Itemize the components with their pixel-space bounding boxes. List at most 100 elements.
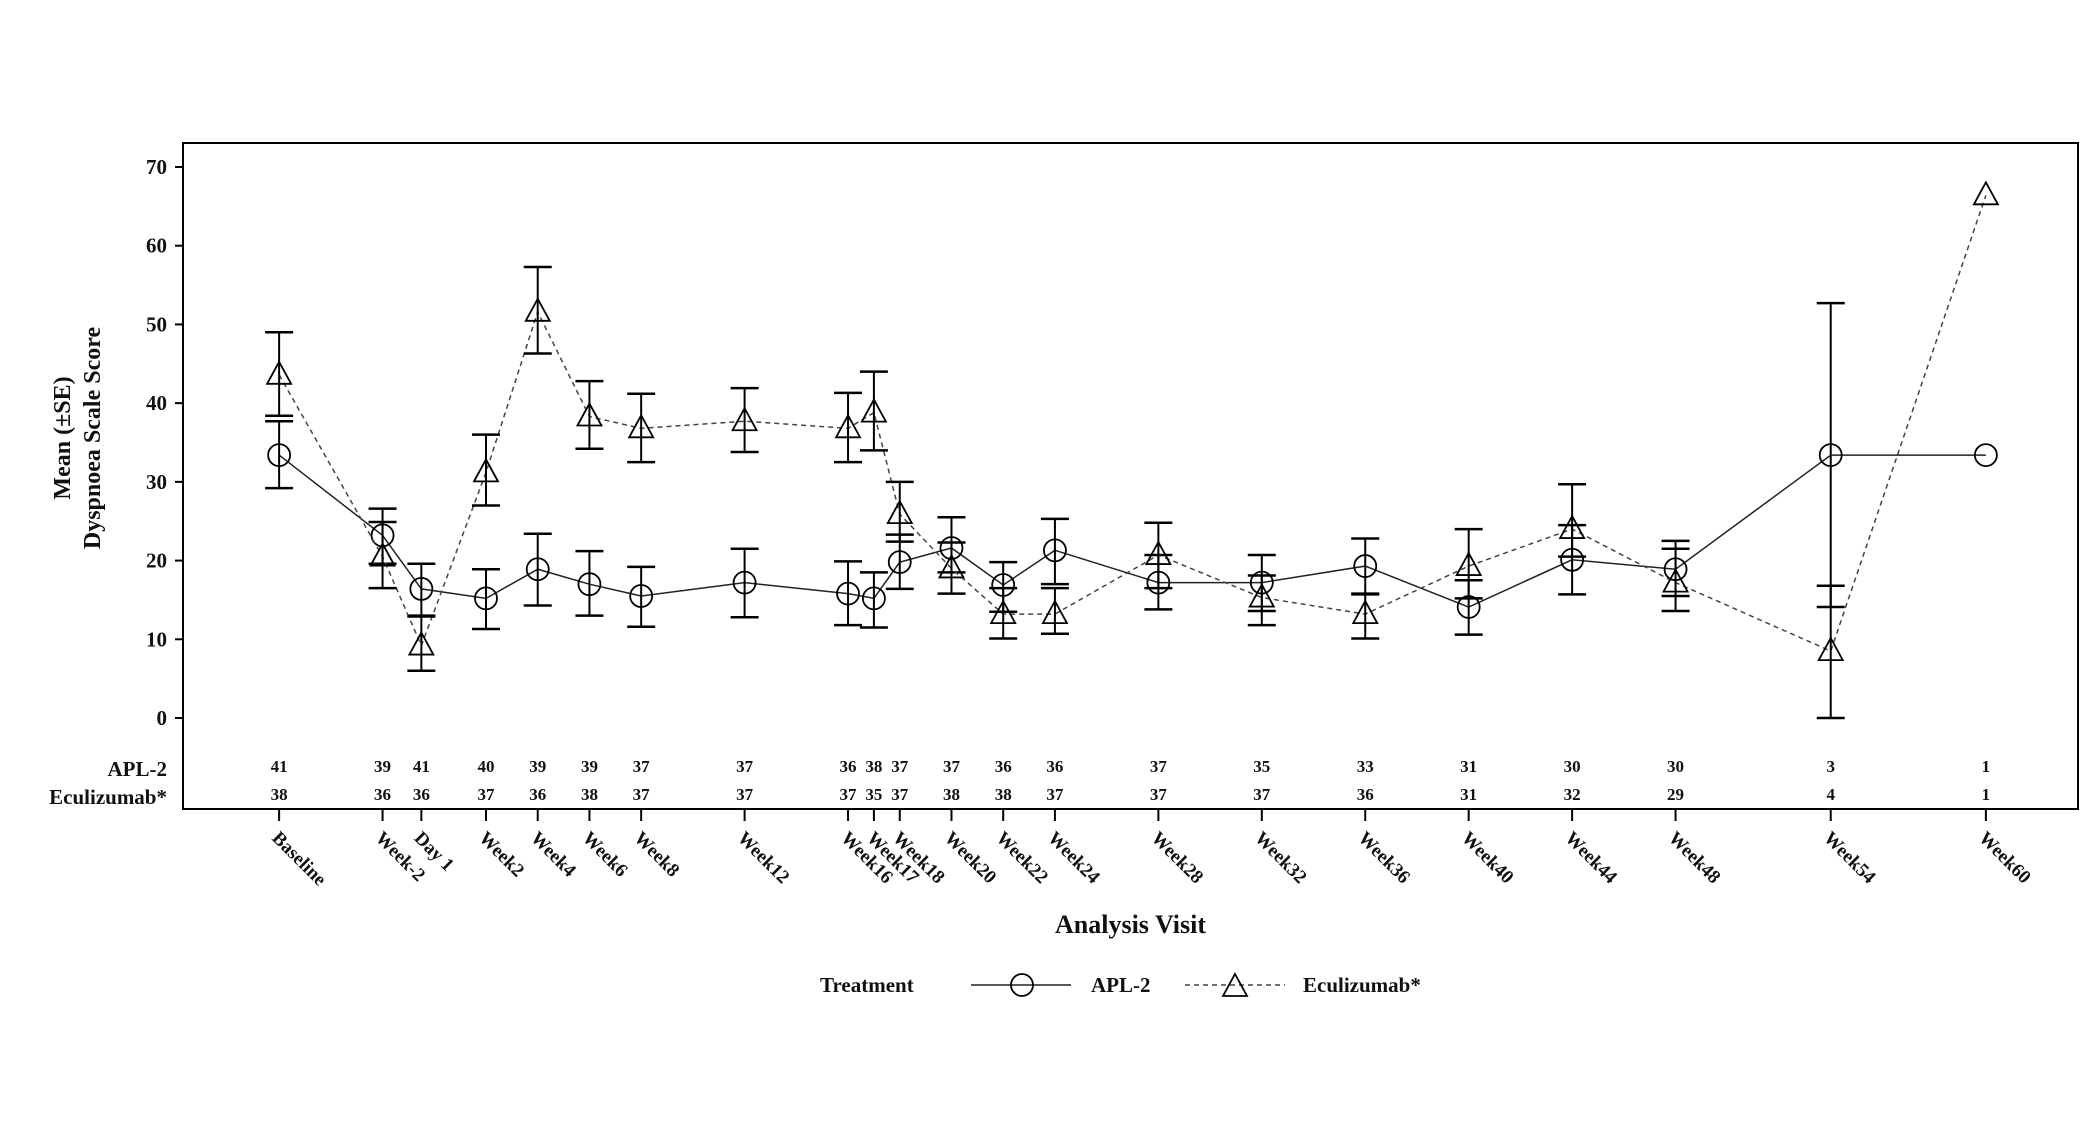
x-tick-label: Week28 (1147, 828, 1207, 888)
legend-label-eculizumab: Eculizumab* (1303, 973, 1421, 997)
count-value: 36 (529, 785, 546, 804)
count-value: 37 (1150, 757, 1168, 776)
data-point (1144, 540, 1172, 565)
count-value: 3 (1826, 757, 1835, 776)
data-point (862, 586, 886, 611)
data-point (836, 581, 860, 606)
count-row-label: APL-2 (108, 757, 168, 781)
count-value: 40 (478, 757, 495, 776)
x-tick-label: Week20 (940, 828, 1000, 888)
data-point (1351, 599, 1379, 624)
data-point (937, 553, 965, 579)
x-tick-label: Week12 (733, 828, 793, 888)
count-value: 36 (840, 757, 857, 776)
data-point (1818, 443, 1843, 467)
data-point (407, 630, 435, 656)
y-axis-title-line: Dyspnoea Scale Score (80, 327, 106, 550)
data-point (1353, 554, 1378, 578)
data-point (525, 557, 550, 582)
x-tick-label: Week24 (1043, 828, 1104, 889)
count-row-label: Eculizumab* (49, 785, 167, 809)
y-tick-label: 70 (146, 155, 167, 179)
count-value: 38 (943, 785, 960, 804)
count-value: 38 (271, 785, 288, 804)
data-point (1043, 538, 1067, 563)
count-value: 37 (1150, 785, 1168, 804)
count-value: 41 (413, 757, 430, 776)
data-point (265, 359, 293, 385)
series-line (278, 454, 1986, 608)
count-value: 38 (995, 785, 1012, 804)
data-point (577, 572, 602, 597)
count-value: 4 (1826, 785, 1835, 804)
count-value: 1 (1982, 785, 1991, 804)
y-tick-label: 0 (157, 706, 168, 730)
count-value: 38 (865, 757, 882, 776)
data-point (1455, 551, 1483, 576)
count-value: 35 (865, 785, 882, 804)
count-value: 36 (1357, 785, 1374, 804)
count-value: 39 (581, 757, 598, 776)
series-line (278, 195, 1987, 653)
y-axis-title: Mean (±SE) Dyspnoea Scale Score (50, 327, 106, 550)
count-value: 35 (1253, 757, 1270, 776)
data-point (267, 443, 292, 467)
count-value: 33 (1357, 757, 1374, 776)
x-tick-label: Week6 (578, 828, 632, 882)
x-tick-label: Week36 (1354, 828, 1414, 888)
count-value: 36 (1046, 757, 1063, 776)
count-value: 1 (1982, 757, 1991, 776)
data-point (834, 413, 862, 439)
data-point (627, 413, 655, 439)
count-value: 37 (478, 785, 496, 804)
data-point (629, 584, 654, 608)
count-value: 36 (995, 757, 1012, 776)
data-point (731, 406, 759, 432)
y-axis-title-line: Mean (±SE) (50, 376, 76, 499)
y-tick-label: 30 (146, 470, 167, 494)
x-tick-label: Week2 (474, 828, 528, 882)
data-point (369, 541, 397, 567)
series-apl-2 (265, 301, 1998, 636)
data-point (989, 599, 1017, 624)
data-point (1973, 443, 1998, 467)
data-point (1248, 582, 1276, 608)
data-point (409, 577, 434, 601)
x-tick-label: Week4 (526, 828, 580, 882)
data-point (474, 586, 498, 611)
legend-label-apl-2: APL-2 (1091, 973, 1151, 997)
count-value: 37 (891, 785, 909, 804)
x-tick-label: Baseline (268, 828, 331, 891)
count-value: 30 (1564, 757, 1581, 776)
data-point (1662, 567, 1690, 593)
count-value: 37 (1046, 785, 1064, 804)
x-axis-title: Analysis Visit (1055, 910, 1206, 939)
count-value: 37 (736, 757, 754, 776)
data-point (1041, 599, 1069, 624)
data-point (472, 457, 500, 483)
count-value: 32 (1564, 785, 1581, 804)
count-value: 36 (374, 785, 391, 804)
x-tick-label: Week22 (992, 828, 1052, 888)
x-tick-label: Week8 (630, 828, 684, 882)
legend-triangle-icon (1221, 972, 1249, 997)
count-value: 41 (271, 757, 288, 776)
data-point (887, 550, 912, 575)
data-point (575, 401, 603, 427)
count-value: 29 (1667, 785, 1684, 804)
count-value: 36 (413, 785, 430, 804)
count-value: 37 (633, 785, 651, 804)
count-value: 37 (891, 757, 909, 776)
data-point (732, 570, 757, 595)
count-value: 37 (736, 785, 754, 804)
y-tick-label: 60 (146, 234, 167, 258)
y-tick-label: 20 (146, 549, 167, 573)
data-point (860, 397, 888, 423)
data-point (1558, 514, 1586, 539)
count-value: 31 (1460, 757, 1477, 776)
count-value: 30 (1667, 757, 1684, 776)
x-tick-label: Week48 (1664, 828, 1724, 888)
y-tick-label: 40 (146, 391, 167, 415)
x-tick-label: Week44 (1561, 828, 1622, 889)
data-point (886, 499, 914, 525)
